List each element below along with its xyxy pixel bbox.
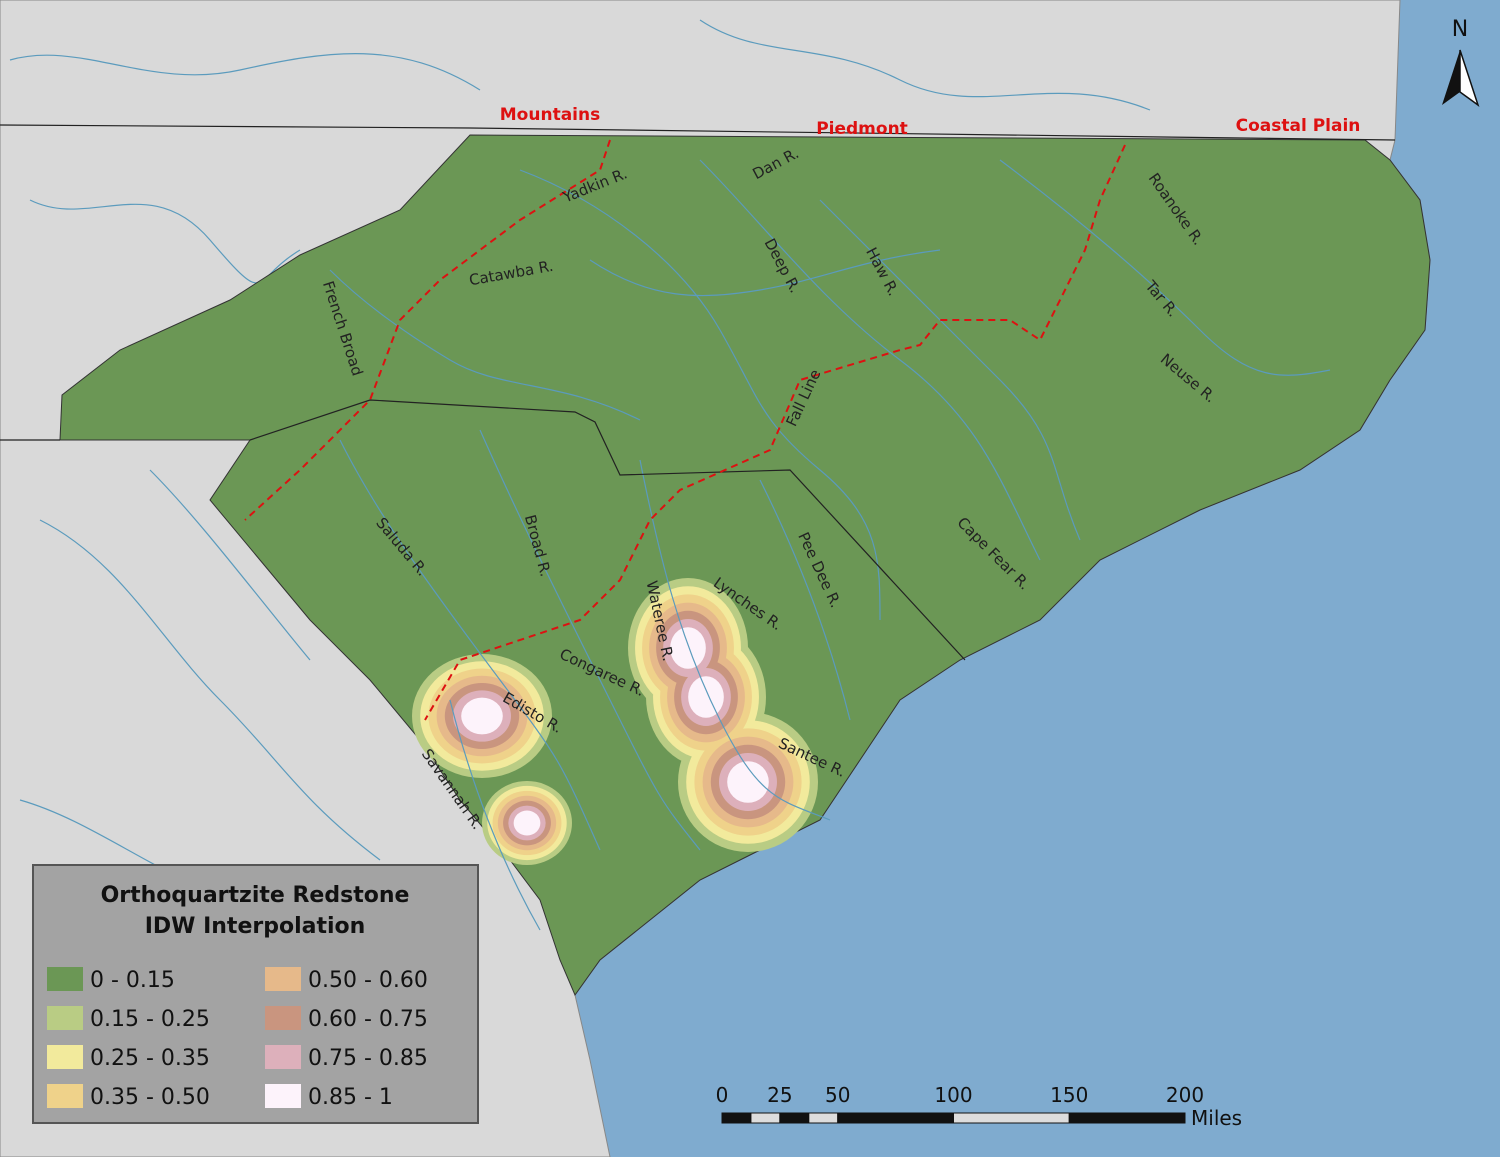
legend-swatch — [265, 1006, 301, 1030]
scale-tick-label: 0 — [716, 1083, 729, 1107]
legend-swatch — [47, 967, 83, 991]
legend: Orthoquartzite Redstone IDW Interpolatio… — [32, 864, 479, 1124]
surface-band — [688, 676, 724, 718]
legend-swatch — [265, 967, 301, 991]
scale-segment — [953, 1112, 1070, 1124]
region-label: Piedmont — [816, 119, 908, 139]
scale-tick-label: 150 — [1050, 1083, 1088, 1107]
region-label: Coastal Plain — [1236, 116, 1361, 136]
legend-swatch — [47, 1006, 83, 1030]
surface-band — [513, 810, 541, 836]
legend-label: 0 - 0.15 — [90, 968, 175, 993]
physiographic-boundaries — [244, 139, 1126, 721]
scale-tick-label: 50 — [825, 1083, 850, 1107]
scale-segment — [779, 1112, 810, 1124]
legend-label: 0.85 - 1 — [308, 1085, 393, 1110]
north-label: N — [1452, 17, 1468, 42]
surface-band — [727, 761, 769, 803]
scale-segment — [721, 1112, 752, 1124]
legend-label: 0.35 - 0.50 — [90, 1085, 210, 1110]
legend-swatch — [265, 1045, 301, 1069]
scale-unit: Miles — [1191, 1106, 1242, 1130]
rivers — [329, 159, 1331, 931]
legend-label: 0.75 - 0.85 — [308, 1046, 428, 1071]
surface-band — [670, 627, 706, 669]
legend-swatch — [47, 1084, 83, 1108]
interpolation-surface — [412, 578, 818, 865]
scale-tick-label: 100 — [934, 1083, 972, 1107]
region-label: Mountains — [500, 105, 600, 125]
scale-segment — [1068, 1112, 1186, 1124]
scale-segment — [808, 1112, 839, 1124]
legend-label: 0.15 - 0.25 — [90, 1007, 210, 1032]
scale-segment — [837, 1112, 954, 1124]
legend-swatch — [47, 1045, 83, 1069]
state-borders — [0, 124, 1396, 661]
legend-title: IDW Interpolation — [145, 914, 366, 939]
surface-band — [461, 697, 503, 735]
legend-label: 0.50 - 0.60 — [308, 968, 428, 993]
scale-tick-label: 200 — [1166, 1083, 1204, 1107]
north-arrow: N — [1442, 17, 1480, 107]
legend-label: 0.25 - 0.35 — [90, 1046, 210, 1071]
scale-tick-label: 25 — [767, 1083, 792, 1107]
scale-segment — [750, 1112, 781, 1124]
legend-swatch — [265, 1084, 301, 1108]
legend-label: 0.60 - 0.75 — [308, 1007, 428, 1032]
legend-title: Orthoquartzite Redstone — [101, 883, 410, 908]
